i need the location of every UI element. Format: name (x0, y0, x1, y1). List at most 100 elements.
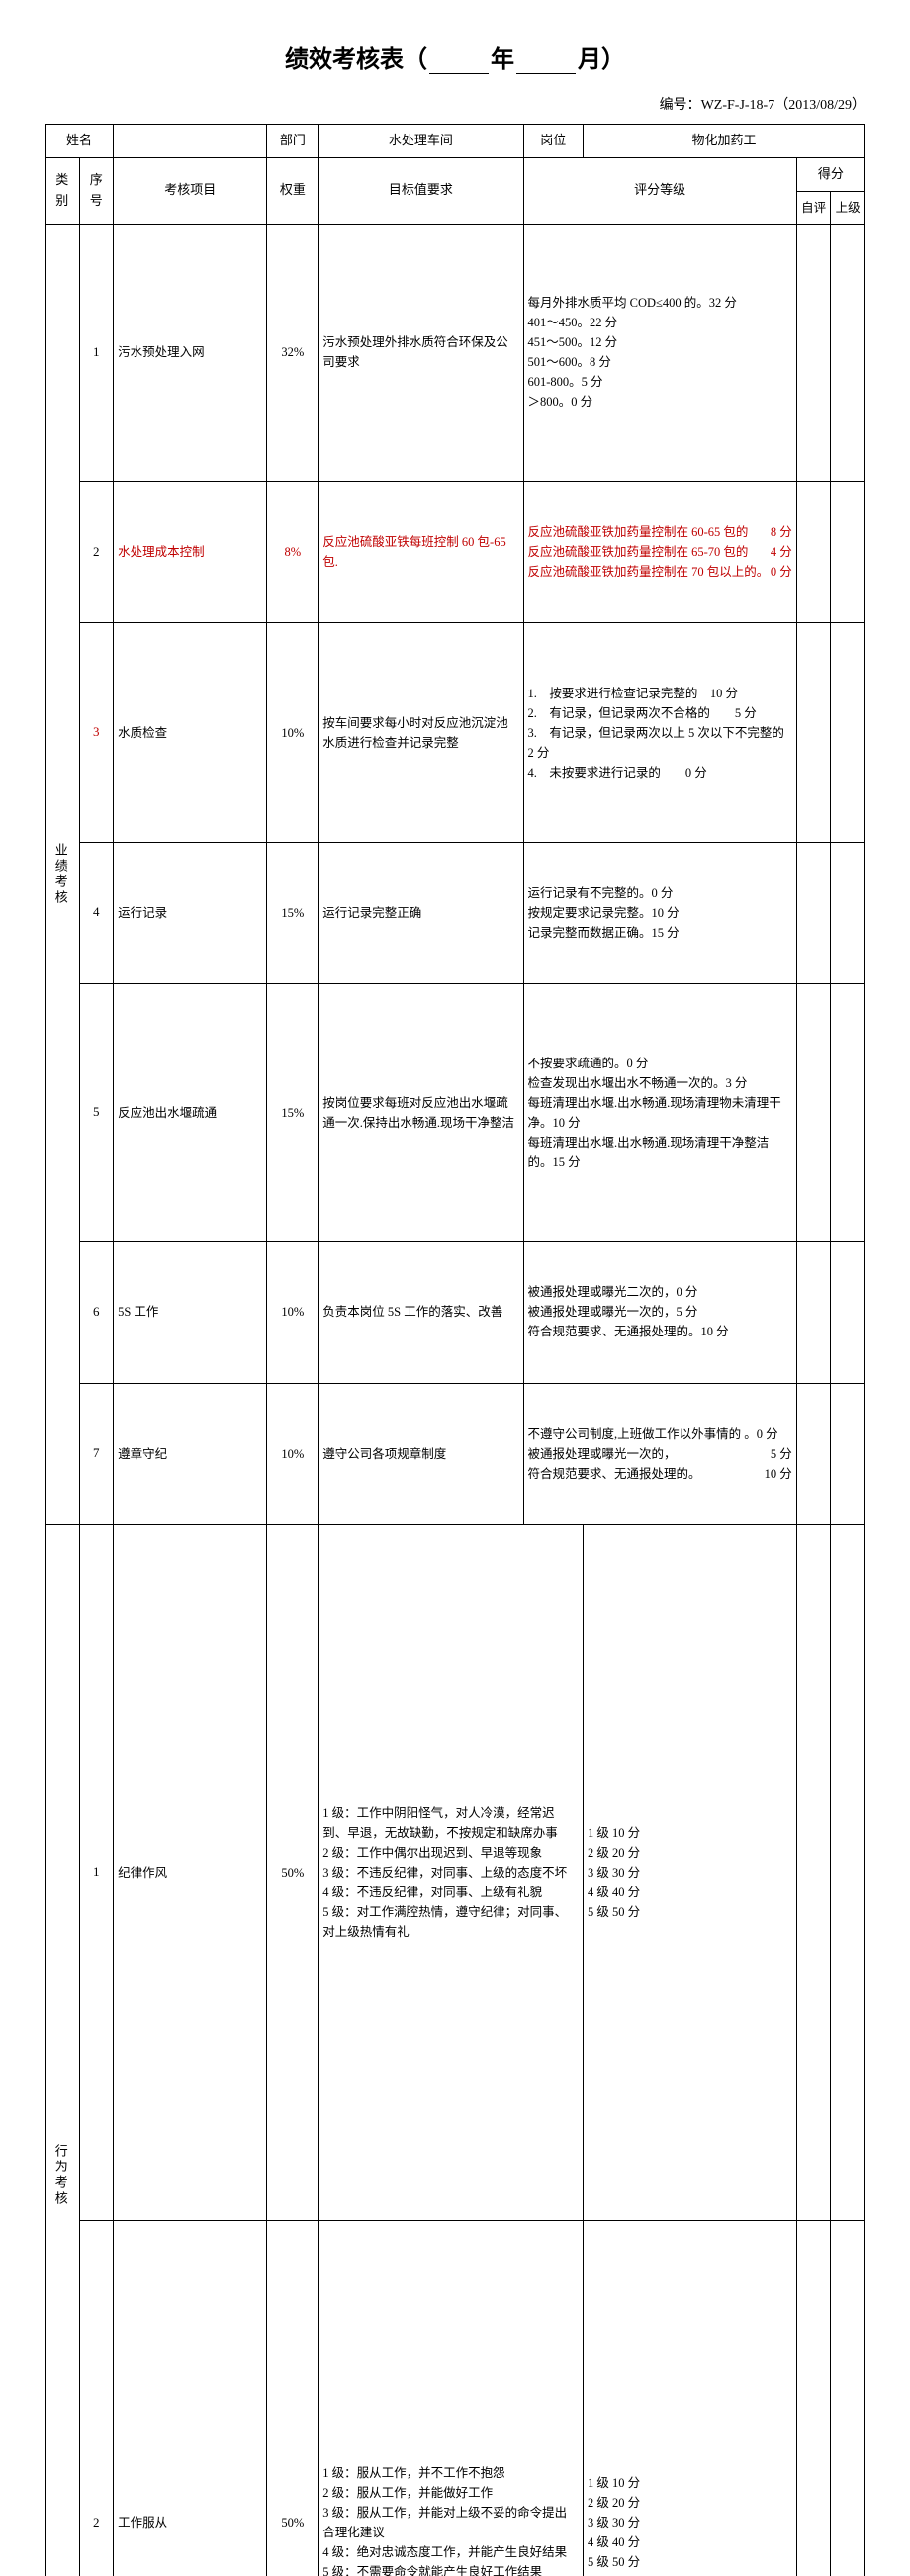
perf-grade: 不按要求疏通的。0 分检查发现出水堰出水不畅通一次的。3 分每班清理出水堰.出水… (523, 983, 796, 1242)
perf-self-score[interactable] (796, 623, 831, 842)
behav-seq: 2 (79, 2221, 114, 2576)
perf-target: 运行记录完整正确 (318, 842, 523, 983)
perf-grade: 反应池硫酸亚铁加药量控制在 60-65 包的8 分反应池硫酸亚铁加药量控制在 6… (523, 482, 796, 623)
behav-weight: 50% (267, 1524, 318, 2220)
doc-number: 编号：WZ-F-J-18-7（2013/08/29） (45, 94, 865, 114)
perf-row: 65S 工作10%负责本岗位 5S 工作的落实、改善被通报处理或曝光二次的，0 … (46, 1242, 865, 1383)
perf-target: 按岗位要求每班对反应池出水堰疏通一次.保持出水畅通.现场干净整洁 (318, 983, 523, 1242)
perf-self-score[interactable] (796, 1242, 831, 1383)
perf-grade: 被通报处理或曝光二次的，0 分被通报处理或曝光一次的，5 分符合规范要求、无通报… (523, 1242, 796, 1383)
perf-weight: 15% (267, 842, 318, 983)
perf-row: 业绩考核1污水预处理入网32%污水预处理外排水质符合环保及公司要求每月外排水质平… (46, 224, 865, 482)
behav-self-score[interactable] (796, 2221, 831, 2576)
perf-grade: 1. 按要求进行检查记录完整的 10 分2. 有记录，但记录两次不合格的 5 分… (523, 623, 796, 842)
behav-row: 2工作服从50%1 级：服从工作，并不工作不抱怨2 级：服从工作，并能做好工作3… (46, 2221, 865, 2576)
behav-item: 纪律作风 (114, 1524, 267, 2220)
self-label: 自评 (796, 191, 831, 224)
doc-no-label: 编号： (660, 98, 701, 113)
behav-target: 1 级：工作中阴阳怪气，对人冷漠，经常迟到、早退，无故缺勤，不按规定和缺席办事2… (318, 1524, 584, 2220)
behav-seq: 1 (79, 1524, 114, 2220)
header-row-1: 姓名 部门 水处理车间 岗位 物化加药工 (46, 125, 865, 158)
behav-item: 工作服从 (114, 2221, 267, 2576)
behav-grade: 1 级 10 分2 级 20 分3 级 30 分4 级 40 分5 级 50 分 (583, 2221, 796, 2576)
perf-seq: 3 (79, 623, 114, 842)
superior-label: 上级 (831, 191, 865, 224)
perf-row: 7遵章守纪10%遵守公司各项规章制度不遵守公司制度,上班做工作以外事情的 。0 … (46, 1383, 865, 1524)
target-label: 目标值要求 (318, 157, 523, 224)
month-blank[interactable] (516, 45, 576, 74)
perf-weight: 32% (267, 224, 318, 482)
perf-sup-score[interactable] (831, 224, 865, 482)
assessment-table: 姓名 部门 水处理车间 岗位 物化加药工 类别 序号 考核项目 权重 目标值要求… (45, 124, 865, 2576)
perf-grade: 每月外排水质平均 COD≤400 的。32 分401～450。22 分451～5… (523, 224, 796, 482)
perf-item: 运行记录 (114, 842, 267, 983)
perf-seq: 7 (79, 1383, 114, 1524)
perf-self-score[interactable] (796, 983, 831, 1242)
weight-label: 权重 (267, 157, 318, 224)
perf-sup-score[interactable] (831, 1383, 865, 1524)
item-label: 考核项目 (114, 157, 267, 224)
perf-item: 5S 工作 (114, 1242, 267, 1383)
behav-sup-score[interactable] (831, 1524, 865, 2220)
perf-item: 遵章守纪 (114, 1383, 267, 1524)
perf-sup-score[interactable] (831, 983, 865, 1242)
score-label: 得分 (796, 157, 864, 191)
perf-seq: 1 (79, 224, 114, 482)
perf-row: 5反应池出水堰疏通15%按岗位要求每班对反应池出水堰疏通一次.保持出水畅通.现场… (46, 983, 865, 1242)
perf-self-score[interactable] (796, 1383, 831, 1524)
perf-seq: 5 (79, 983, 114, 1242)
perf-seq: 6 (79, 1242, 114, 1383)
perf-item: 反应池出水堰疏通 (114, 983, 267, 1242)
perf-row: 3水质检查10%按车间要求每小时对反应池沉淀池水质进行检查并记录完整1. 按要求… (46, 623, 865, 842)
name-label: 姓名 (46, 125, 114, 158)
category-behav: 行为考核 (46, 1524, 80, 2576)
perf-weight: 10% (267, 1242, 318, 1383)
perf-grade: 不遵守公司制度,上班做工作以外事情的 。0 分被通报处理或曝光一次的，5 分符合… (523, 1383, 796, 1524)
perf-self-score[interactable] (796, 842, 831, 983)
perf-seq: 2 (79, 482, 114, 623)
grade-label: 评分等级 (523, 157, 796, 224)
behav-grade: 1 级 10 分2 级 20 分3 级 30 分4 级 40 分5 级 50 分 (583, 1524, 796, 2220)
perf-target: 污水预处理外排水质符合环保及公司要求 (318, 224, 523, 482)
perf-target: 负责本岗位 5S 工作的落实、改善 (318, 1242, 523, 1383)
perf-item: 水处理成本控制 (114, 482, 267, 623)
perf-weight: 15% (267, 983, 318, 1242)
perf-target: 反应池硫酸亚铁每班控制 60 包-65 包. (318, 482, 523, 623)
dept-value: 水处理车间 (318, 125, 523, 158)
behav-self-score[interactable] (796, 1524, 831, 2220)
behav-target: 1 级：服从工作，并不工作不抱怨2 级：服从工作，并能做好工作3 级：服从工作，… (318, 2221, 584, 2576)
behav-sup-score[interactable] (831, 2221, 865, 2576)
doc-no-value: WZ-F-J-18-7（2013/08/29） (701, 98, 865, 113)
perf-sup-score[interactable] (831, 482, 865, 623)
perf-self-score[interactable] (796, 224, 831, 482)
perf-row: 4运行记录15%运行记录完整正确运行记录有不完整的。0 分按规定要求记录完整。1… (46, 842, 865, 983)
perf-weight: 10% (267, 623, 318, 842)
header-row-2: 类别 序号 考核项目 权重 目标值要求 评分等级 得分 (46, 157, 865, 191)
perf-weight: 10% (267, 1383, 318, 1524)
behav-weight: 50% (267, 2221, 318, 2576)
position-label: 岗位 (523, 125, 583, 158)
perf-self-score[interactable] (796, 482, 831, 623)
perf-sup-score[interactable] (831, 1242, 865, 1383)
behav-row: 行为考核1纪律作风50%1 级：工作中阴阳怪气，对人冷漠，经常迟到、早退，无故缺… (46, 1524, 865, 2220)
perf-target: 按车间要求每小时对反应池沉淀池水质进行检查并记录完整 (318, 623, 523, 842)
perf-seq: 4 (79, 842, 114, 983)
position-value: 物化加药工 (583, 125, 864, 158)
title-prefix: 绩效考核表（ (285, 47, 427, 73)
title-year-suffix: 年 (491, 47, 514, 73)
year-blank[interactable] (429, 45, 489, 74)
perf-item: 水质检查 (114, 623, 267, 842)
perf-sup-score[interactable] (831, 842, 865, 983)
perf-row: 2水处理成本控制8%反应池硫酸亚铁每班控制 60 包-65 包.反应池硫酸亚铁加… (46, 482, 865, 623)
perf-weight: 8% (267, 482, 318, 623)
name-value[interactable] (114, 125, 267, 158)
page-title: 绩效考核表（ 年 月） (45, 40, 865, 74)
perf-sup-score[interactable] (831, 623, 865, 842)
perf-target: 遵守公司各项规章制度 (318, 1383, 523, 1524)
dept-label: 部门 (267, 125, 318, 158)
title-month-suffix: 月） (578, 47, 625, 73)
category-label: 类别 (46, 157, 80, 224)
seq-label: 序号 (79, 157, 114, 224)
category-perf: 业绩考核 (46, 224, 80, 1524)
perf-item: 污水预处理入网 (114, 224, 267, 482)
